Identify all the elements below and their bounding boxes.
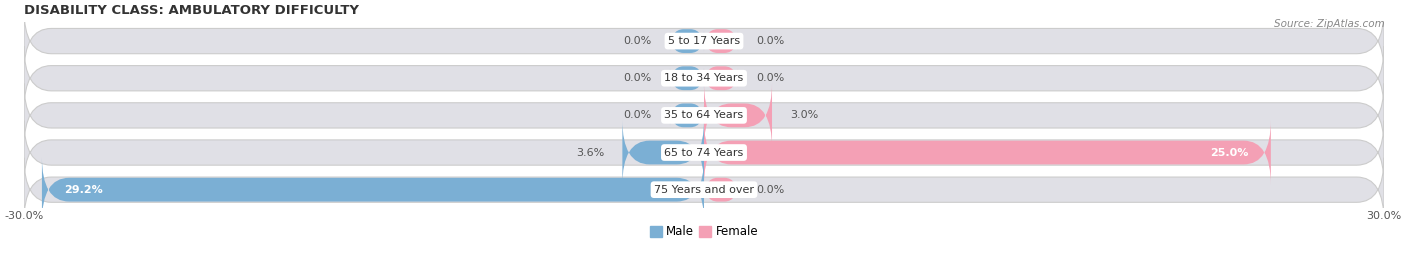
Text: 35 to 64 Years: 35 to 64 Years <box>665 110 744 120</box>
Text: 29.2%: 29.2% <box>65 185 104 195</box>
Text: 18 to 34 Years: 18 to 34 Years <box>665 73 744 83</box>
FancyBboxPatch shape <box>704 178 738 202</box>
Legend: Male, Female: Male, Female <box>645 221 763 243</box>
FancyBboxPatch shape <box>24 46 1384 110</box>
FancyBboxPatch shape <box>704 83 772 148</box>
FancyBboxPatch shape <box>704 120 1271 185</box>
Text: DISABILITY CLASS: AMBULATORY DIFFICULTY: DISABILITY CLASS: AMBULATORY DIFFICULTY <box>24 4 359 17</box>
FancyBboxPatch shape <box>24 9 1384 73</box>
FancyBboxPatch shape <box>42 157 704 222</box>
Text: Source: ZipAtlas.com: Source: ZipAtlas.com <box>1274 19 1385 29</box>
Text: 0.0%: 0.0% <box>756 36 785 46</box>
Text: 0.0%: 0.0% <box>624 36 652 46</box>
Text: 0.0%: 0.0% <box>756 73 785 83</box>
Text: 65 to 74 Years: 65 to 74 Years <box>665 147 744 158</box>
FancyBboxPatch shape <box>704 29 738 53</box>
FancyBboxPatch shape <box>24 121 1384 184</box>
Text: 0.0%: 0.0% <box>756 185 785 195</box>
FancyBboxPatch shape <box>24 158 1384 222</box>
FancyBboxPatch shape <box>671 103 704 127</box>
FancyBboxPatch shape <box>623 120 704 185</box>
Text: 75 Years and over: 75 Years and over <box>654 185 754 195</box>
Text: 0.0%: 0.0% <box>624 110 652 120</box>
FancyBboxPatch shape <box>671 29 704 53</box>
Text: 5 to 17 Years: 5 to 17 Years <box>668 36 740 46</box>
Text: 3.6%: 3.6% <box>576 147 605 158</box>
Text: 0.0%: 0.0% <box>624 73 652 83</box>
FancyBboxPatch shape <box>671 66 704 90</box>
FancyBboxPatch shape <box>24 83 1384 147</box>
Text: 3.0%: 3.0% <box>790 110 818 120</box>
Text: 25.0%: 25.0% <box>1209 147 1249 158</box>
FancyBboxPatch shape <box>704 66 738 90</box>
